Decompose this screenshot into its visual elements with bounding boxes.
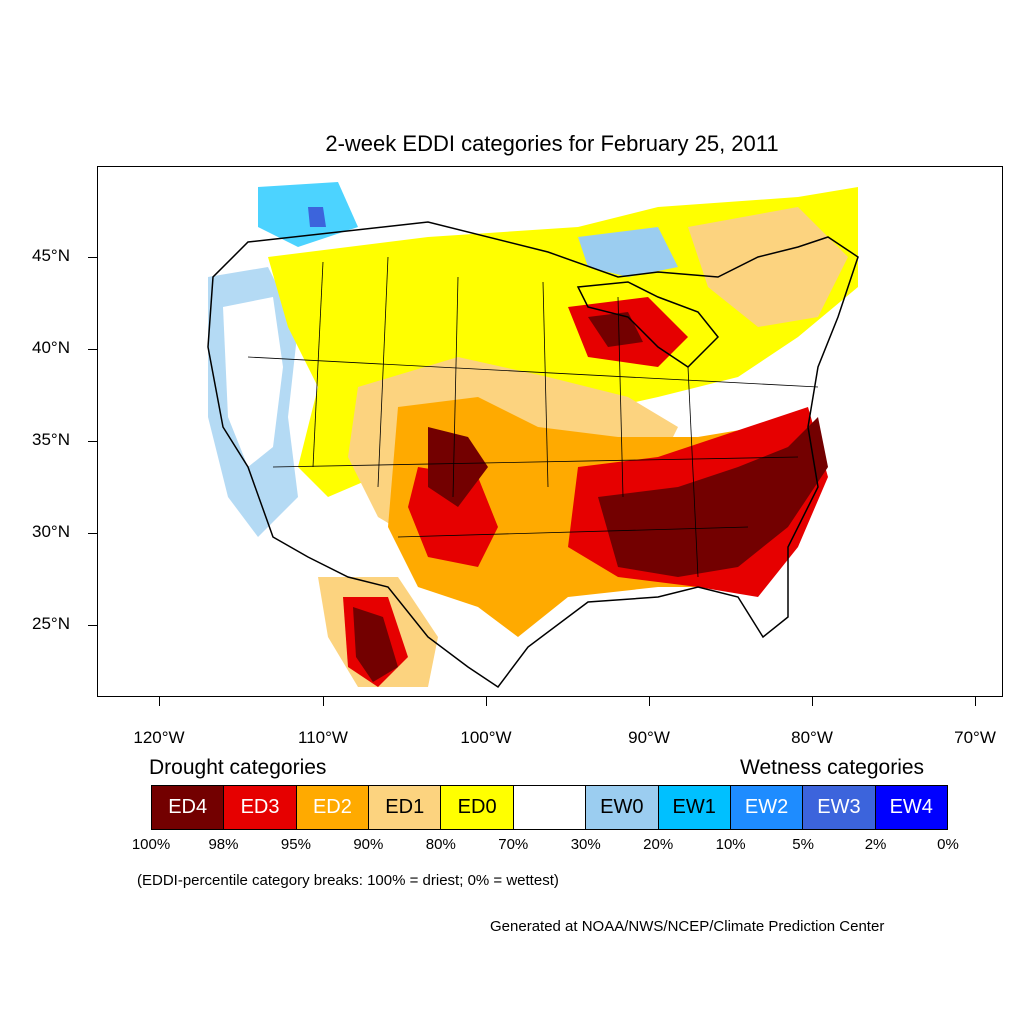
break-label: 30% [570, 836, 601, 853]
lat-tick [88, 441, 97, 442]
lat-label: 25°N [32, 614, 70, 633]
lon-label: 120°W [133, 728, 185, 747]
legend-swatch: ED4 [152, 786, 225, 829]
lon-tick [486, 697, 487, 706]
ed4-region-mexico [353, 607, 398, 682]
ew1-patch-northwest [258, 182, 358, 247]
us-outline [207, 221, 859, 689]
break-label: 70% [498, 836, 529, 853]
state-boundaries [247, 256, 819, 578]
ed3-region-plains [408, 467, 498, 567]
lon-label: 100°W [460, 728, 512, 747]
eddi-map [97, 166, 1003, 697]
ed4-region-greatlakes [588, 312, 643, 347]
lat-tick [88, 257, 97, 258]
break-label: 100% [131, 836, 171, 853]
break-label: 0% [937, 836, 959, 853]
great-lakes [576, 281, 720, 368]
ed4-region-south [598, 417, 828, 577]
wetness-heading: Wetness categories [740, 756, 925, 779]
category-note: (EDDI-percentile category breaks: 100% =… [137, 872, 559, 889]
legend-swatch: EW2 [730, 786, 804, 829]
legend-swatch [513, 786, 587, 829]
lon-label: 80°W [791, 728, 833, 747]
lat-label: 45°N [32, 246, 70, 265]
ed4-region-plains [428, 427, 488, 507]
ew0-patch-north [578, 227, 678, 277]
break-label: 20% [643, 836, 674, 853]
break-label: 80% [425, 836, 456, 853]
eddi-map-canvas [207, 177, 868, 689]
lat-tick [88, 349, 97, 350]
legend-swatch: EW3 [803, 786, 876, 829]
lat-tick [88, 625, 97, 626]
legend-swatch: ED2 [296, 786, 370, 829]
break-label: 95% [280, 836, 311, 853]
lat-label: 40°N [32, 338, 70, 357]
legend-swatch: EW4 [875, 786, 947, 829]
ed1-region-ne [688, 207, 848, 327]
break-label: 2% [864, 836, 887, 853]
credit-line: Generated at NOAA/NWS/NCEP/Climate Predi… [490, 918, 885, 935]
map-title: 2-week EDDI categories for February 25, … [325, 131, 779, 156]
legend-swatch: EW0 [586, 786, 659, 829]
lon-label: 90°W [628, 728, 670, 747]
lon-tick [159, 697, 160, 706]
lon-tick [975, 697, 976, 706]
break-label: 10% [715, 836, 746, 853]
lat-label: 30°N [32, 522, 70, 541]
lon-tick [812, 697, 813, 706]
category-legend: ED4 ED3 ED2 ED1 ED0 EW0 EW1 EW2 EW3 EW4 [151, 785, 948, 830]
lat-tick [88, 533, 97, 534]
break-label: 90% [353, 836, 384, 853]
west-white-region [223, 297, 283, 467]
lon-tick [649, 697, 650, 706]
legend-swatch: ED0 [441, 786, 514, 829]
legend-swatch: ED1 [369, 786, 442, 829]
lon-label: 70°W [954, 728, 996, 747]
lon-tick [323, 697, 324, 706]
legend-swatch: EW1 [658, 786, 731, 829]
lon-label: 110°W [298, 728, 348, 747]
ew3-patch [308, 207, 326, 227]
break-label: 98% [208, 836, 239, 853]
lat-label: 35°N [32, 430, 70, 449]
drought-heading: Drought categories [149, 756, 327, 779]
legend-swatch: ED3 [224, 786, 297, 829]
break-label: 5% [792, 836, 814, 853]
